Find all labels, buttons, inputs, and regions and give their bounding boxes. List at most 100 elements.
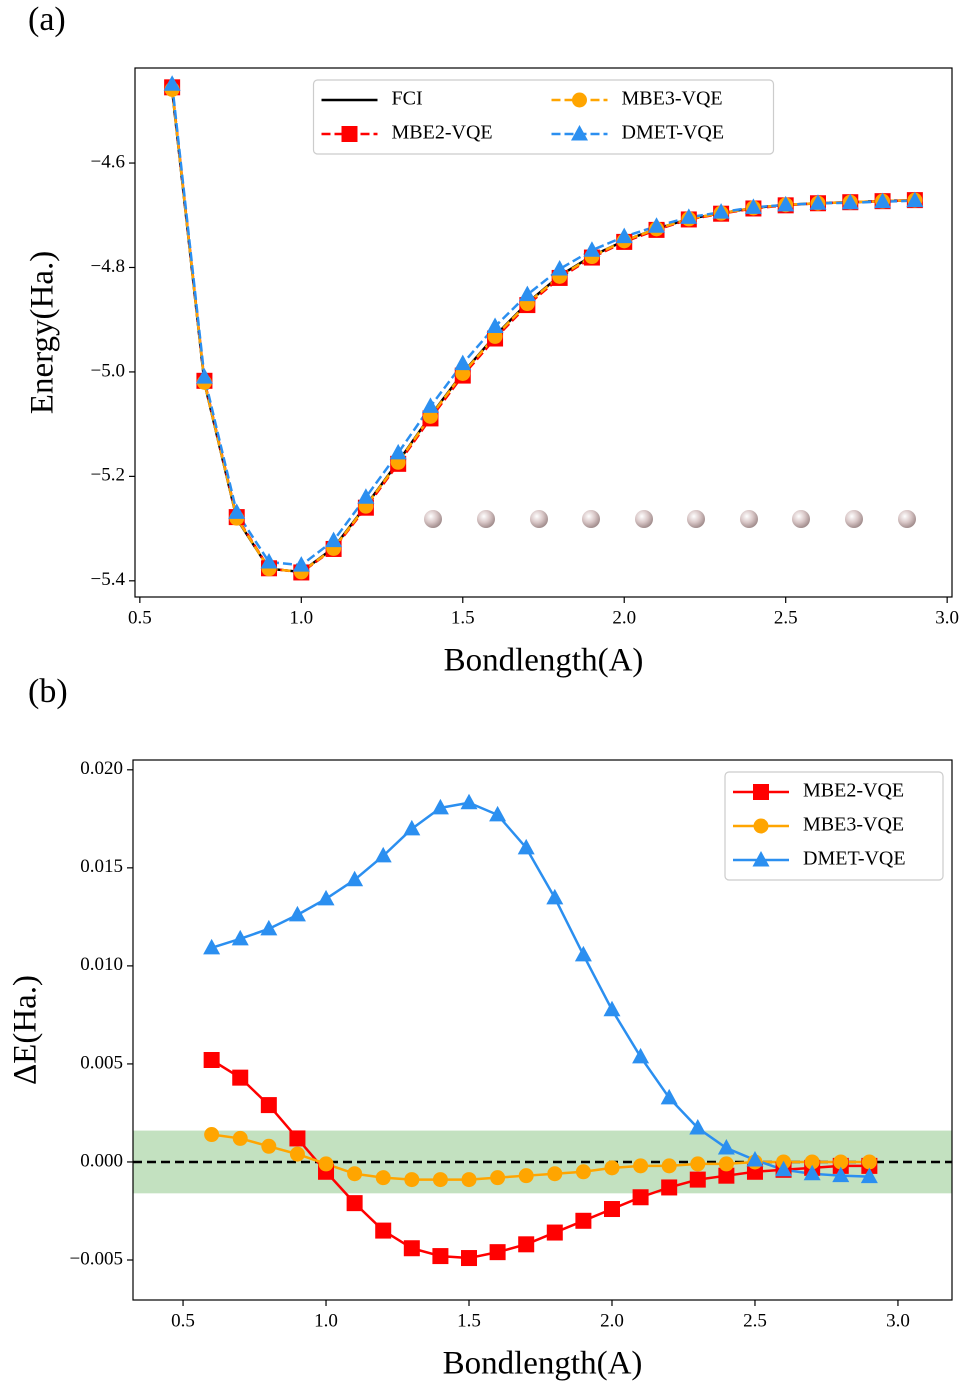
atom [845, 510, 863, 528]
marker [374, 846, 392, 863]
marker [346, 1195, 363, 1212]
series-line [170, 89, 915, 574]
series-line [170, 89, 915, 574]
marker [203, 938, 221, 955]
marker [712, 203, 730, 219]
series-line [170, 87, 915, 574]
marker [341, 126, 358, 142]
legend: FCI MBE2-VQE MBE3-VQE DMET-VQE [312, 79, 775, 155]
y-tick-label: 0.005 [80, 1052, 123, 1073]
x-tick-label: 1.5 [451, 607, 475, 628]
marker [648, 217, 666, 233]
plot-frame [134, 67, 953, 598]
atom [898, 510, 916, 528]
y-tick-label: 0.010 [80, 954, 123, 975]
marker [572, 92, 587, 108]
marker [546, 888, 564, 905]
marker [518, 1236, 535, 1253]
marker [583, 241, 601, 257]
y-tick-label: 0.020 [80, 758, 123, 779]
marker [357, 488, 375, 504]
marker [803, 1164, 821, 1181]
y-tick-label: −0.005 [70, 1248, 123, 1269]
marker [261, 1138, 277, 1154]
marker [575, 1164, 591, 1180]
marker [195, 368, 213, 384]
marker [603, 1000, 621, 1017]
x-tick-label: 3.0 [935, 607, 959, 628]
panel-label: (b) [28, 673, 68, 710]
legend-label: DMET-VQE [622, 122, 725, 144]
legend-label: MBE2-VQE [803, 780, 904, 802]
marker [231, 929, 249, 946]
marker [833, 1154, 849, 1170]
marker [375, 1170, 391, 1186]
y-tick-label: −5.0 [91, 360, 125, 381]
atom [477, 510, 495, 528]
marker [431, 798, 449, 815]
marker [603, 1201, 620, 1218]
marker [232, 1069, 249, 1086]
atom [792, 510, 810, 528]
marker [632, 1189, 649, 1206]
marker [906, 191, 924, 208]
marker [874, 192, 892, 209]
marker [615, 227, 633, 244]
legend-label: MBE3-VQE [803, 814, 904, 836]
marker [432, 1172, 448, 1188]
x-tick-label: 1.0 [314, 1310, 338, 1331]
y-tick-label: −4.8 [91, 256, 125, 277]
marker [746, 1151, 764, 1167]
marker [752, 851, 770, 867]
marker [228, 503, 246, 519]
marker [551, 260, 569, 276]
marker [804, 1154, 820, 1170]
x-tick-label: 1.0 [289, 607, 313, 628]
marker [432, 1248, 449, 1265]
x-tick-label: 2.5 [743, 1310, 767, 1331]
x-axis-label: Bondlength(A) [443, 1346, 643, 1382]
marker [260, 553, 278, 569]
marker [404, 1172, 420, 1188]
x-tick-label: 1.5 [457, 1310, 481, 1331]
atom [740, 510, 758, 528]
marker [518, 1168, 534, 1184]
marker [575, 1212, 592, 1229]
atom [530, 510, 548, 528]
marker [574, 945, 592, 962]
marker [571, 125, 588, 141]
marker [260, 1097, 277, 1114]
atom [424, 510, 442, 528]
marker [661, 1179, 678, 1196]
marker [289, 1130, 306, 1147]
marker [777, 195, 795, 212]
marker [325, 531, 343, 548]
marker [689, 1119, 707, 1135]
marker [753, 784, 769, 800]
marker [375, 1222, 392, 1239]
marker [861, 1154, 877, 1170]
legend-label: MBE2-VQE [392, 122, 493, 144]
marker [547, 1166, 563, 1182]
x-tick-label: 3.0 [886, 1310, 910, 1331]
marker [860, 1167, 878, 1184]
marker [546, 1224, 563, 1241]
marker [421, 397, 439, 413]
atom [582, 510, 600, 528]
marker [292, 556, 310, 572]
marker [163, 75, 181, 91]
marker [717, 1139, 735, 1155]
x-tick-label: 0.5 [128, 607, 152, 628]
marker [841, 193, 859, 210]
marker [288, 905, 306, 922]
marker [744, 198, 762, 214]
legend-label: DMET-VQE [803, 848, 906, 870]
plot-frame [132, 759, 953, 1301]
marker [318, 1156, 334, 1172]
y-tick-label: −5.2 [91, 465, 125, 486]
atom [635, 510, 653, 528]
marker [718, 1167, 735, 1184]
x-tick-label: 2.0 [612, 607, 636, 628]
legend-box [312, 79, 775, 155]
